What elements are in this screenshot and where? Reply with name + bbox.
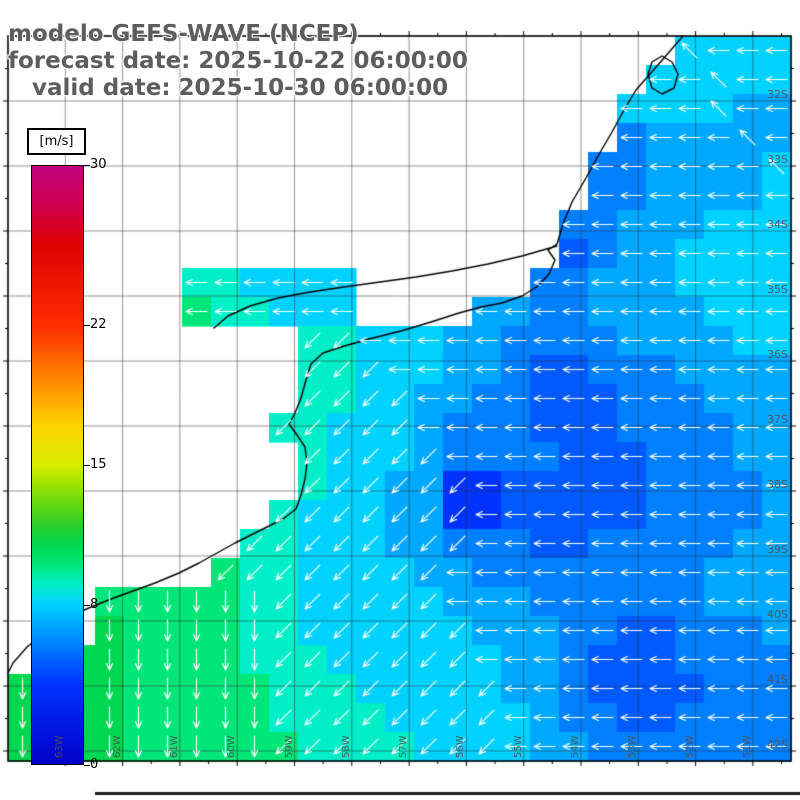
lon-label: 55W [513,735,524,758]
lat-label: 42S [767,738,788,751]
colorbar-tick-label: 0 [90,757,99,772]
forecast-date-label: forecast date: 2025-10-22 06:00:00 [8,48,468,74]
valid-date-label: valid date: 2025-10-30 06:00:00 [8,75,449,101]
colorbar-tick-mark [84,324,90,326]
colorbar-tick-label: 22 [90,317,107,332]
lon-label: 53W [627,735,638,758]
colorbar-tick-mark [84,604,90,606]
lon-label: 56W [455,735,466,758]
colorbar-tick-label: 8 [90,597,99,612]
lat-label: 41S [767,673,788,686]
lat-label: 37S [767,413,788,426]
lon-label: 54W [570,735,581,758]
lat-label: 32S [767,88,788,101]
colorbar-tick-mark [84,764,90,766]
lon-label: 63W [54,735,65,758]
colorbar-tick-mark [84,464,90,466]
lat-label: 39S [767,543,788,556]
lon-label: 61W [169,735,180,758]
lat-label: 36S [767,348,788,361]
lat-label: 35S [767,283,788,296]
colorbar-tick-mark [84,164,90,166]
lat-label: 33S [767,153,788,166]
colorbar-tick-label: 30 [90,157,107,172]
lon-label: 51W [742,735,753,758]
colorbar-tick-label: 15 [90,457,107,472]
lon-label: 57W [398,735,409,758]
colorbar-unit-label: [m/s] [27,128,86,155]
lat-label: 38S [767,478,788,491]
lat-label: 40S [767,608,788,621]
lat-label: 34S [767,218,788,231]
lon-label: 52W [685,735,696,758]
colorbar-gradient [31,165,84,765]
model-title: modelo GEFS-WAVE (NCEP) [8,21,359,47]
lon-label: 59W [284,735,295,758]
lon-label: 58W [341,735,352,758]
lon-label: 60W [226,735,237,758]
lon-label: 62W [112,735,123,758]
